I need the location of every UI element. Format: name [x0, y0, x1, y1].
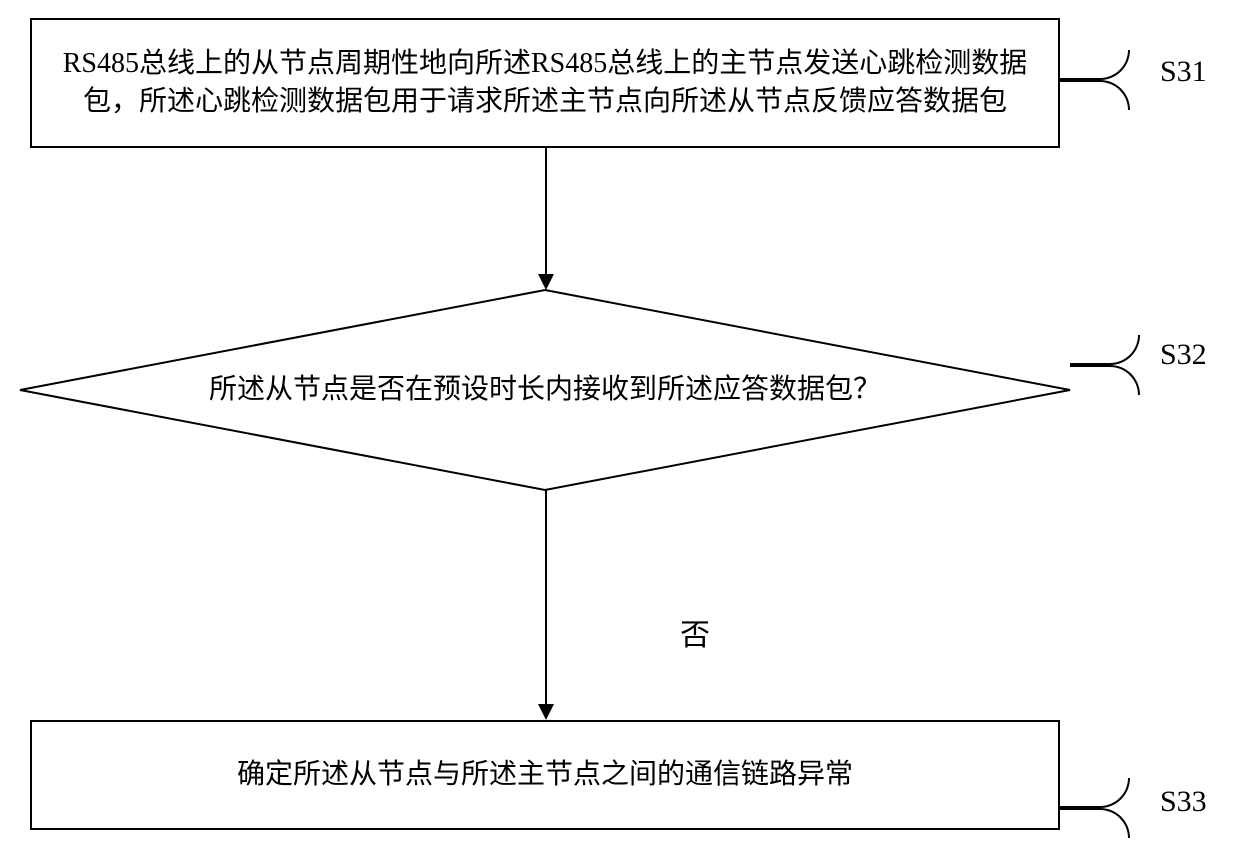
step-label-s33: S33 — [1160, 785, 1207, 819]
label-connector — [1060, 80, 1130, 110]
arrow-head-icon — [538, 704, 554, 720]
label-connector — [1060, 778, 1130, 808]
flow-node-s33-text: 确定所述从节点与所述主节点之间的通信链路异常 — [237, 756, 853, 794]
flow-node-s31-text: RS485总线上的从节点周期性地向所述RS485总线上的主节点发送心跳检测数据包… — [46, 45, 1044, 121]
label-connector — [1070, 365, 1140, 395]
flow-edge — [545, 490, 547, 706]
label-connector — [1060, 808, 1130, 838]
flow-edge-label-no: 否 — [680, 610, 710, 654]
arrow-head-icon — [538, 274, 554, 290]
label-connector — [1070, 335, 1140, 365]
flow-edge — [545, 148, 547, 276]
step-label-s31: S31 — [1160, 55, 1207, 89]
step-label-s32: S32 — [1160, 338, 1207, 372]
flow-node-s32-text: 所述从节点是否在预设时长内接收到所述应答数据包？ — [120, 290, 970, 490]
flow-node-s33: 确定所述从节点与所述主节点之间的通信链路异常 — [30, 720, 1060, 830]
label-connector — [1060, 50, 1130, 80]
flow-node-s31: RS485总线上的从节点周期性地向所述RS485总线上的主节点发送心跳检测数据包… — [30, 18, 1060, 148]
